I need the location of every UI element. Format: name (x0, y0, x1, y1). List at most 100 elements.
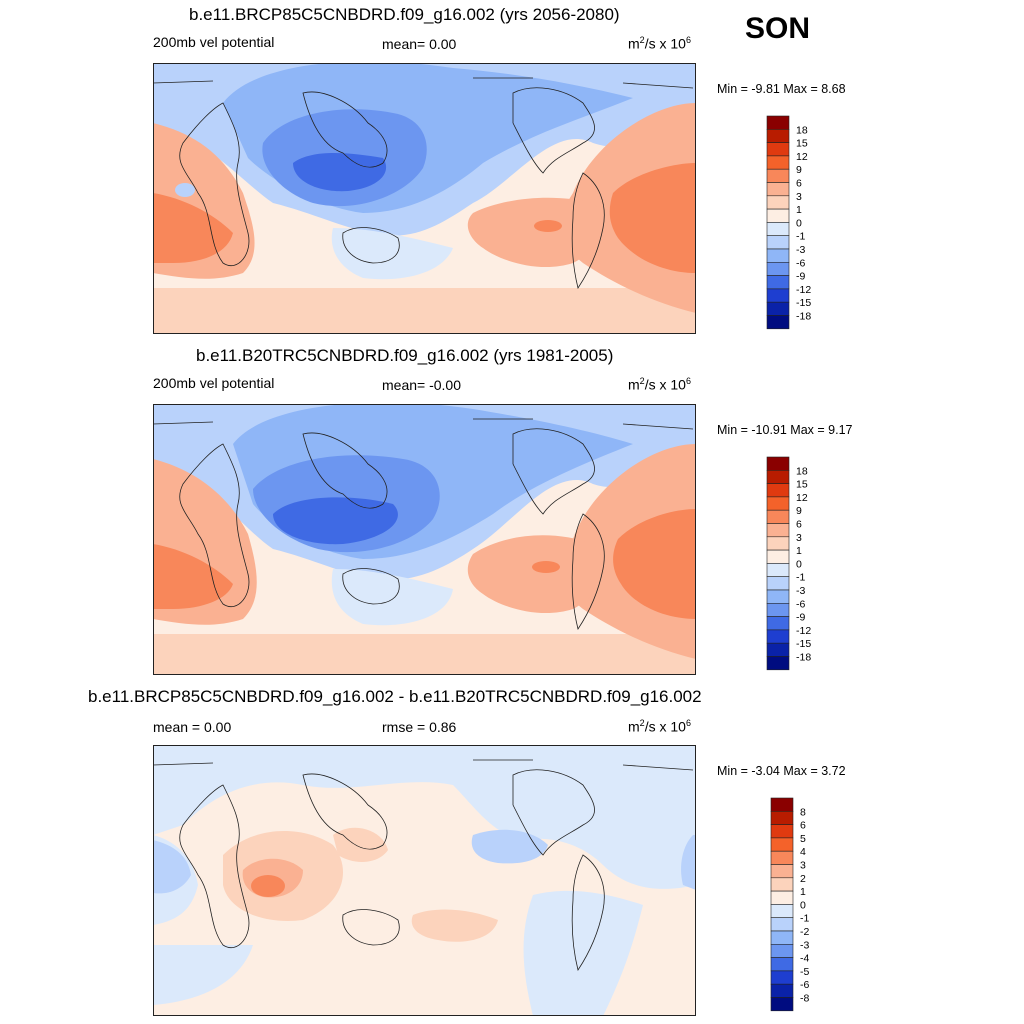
colorbar-swatch (766, 629, 790, 644)
colorbar-swatch (766, 483, 790, 498)
colorbar-tick-label: 3 (796, 532, 802, 544)
colorbar-tick-label: -8 (800, 993, 809, 1005)
panel-1-map (153, 63, 696, 334)
colorbar-swatch (766, 275, 790, 290)
colorbar-tick-label: 9 (796, 505, 802, 517)
colorbar-swatch (766, 115, 790, 130)
colorbar-swatch (770, 904, 794, 919)
colorbar-swatch (770, 850, 794, 865)
colorbar-tick-label: 0 (796, 558, 802, 570)
panel-2-title: b.e11.B20TRC5CNBDRD.f09_g16.002 (yrs 198… (196, 346, 614, 365)
panel-3-rmse-label: rmse = 0.86 (382, 719, 457, 735)
colorbar-tick-label: 15 (796, 138, 808, 150)
colorbar-swatch (766, 642, 790, 657)
colorbar-tick-label: 18 (796, 465, 808, 477)
colorbar-swatch (766, 248, 790, 263)
colorbar-tick-label: 12 (796, 492, 808, 504)
colorbar-swatch (770, 917, 794, 932)
colorbar-tick-label: -6 (796, 257, 805, 269)
colorbar-tick-label: 8 (800, 806, 806, 818)
colorbar-swatch (770, 797, 794, 812)
colorbar-swatch (766, 155, 790, 170)
colorbar-swatch (770, 957, 794, 972)
panel-3-map (153, 745, 696, 1016)
panel-2-map (153, 404, 696, 675)
colorbar-tick-label: 3 (800, 860, 806, 872)
colorbar-tick-label: -9 (796, 612, 805, 624)
colorbar-swatch (766, 656, 790, 671)
colorbar-swatch (766, 536, 790, 551)
colorbar-swatch (770, 864, 794, 879)
colorbar-tick-label: -12 (796, 625, 811, 637)
colorbar-tick-label: 15 (796, 479, 808, 491)
colorbar-tick-label: 1 (800, 886, 806, 898)
colorbar-swatch (766, 235, 790, 250)
panel-2-mean-label: mean= -0.00 (382, 377, 461, 393)
colorbar-tick-label: 6 (800, 820, 806, 832)
colorbar-tick-label: -1 (796, 572, 805, 584)
colorbar-tick-label: -2 (800, 926, 809, 938)
colorbar-swatch (766, 142, 790, 157)
colorbar-tick-label: -3 (796, 244, 805, 256)
colorbar-swatch (766, 208, 790, 223)
colorbar-tick-label: 4 (800, 846, 806, 858)
season-label: SON (745, 12, 811, 45)
colorbar-swatch (766, 129, 790, 143)
colorbar-swatch (766, 262, 790, 276)
panel-3-minmax: Min = -3.04 Max = 3.72 (717, 764, 846, 778)
panel-3-units: m2/s x 106 (628, 718, 691, 735)
colorbar-swatch (766, 509, 790, 524)
colorbar-tick-label: 6 (796, 519, 802, 531)
colorbar-swatch (766, 182, 790, 197)
colorbar-swatch (766, 301, 790, 316)
colorbar-swatch (770, 890, 794, 905)
panel-3-mean-label: mean = 0.00 (153, 719, 232, 735)
colorbar-tick-label: 0 (800, 899, 806, 911)
colorbar-swatch (766, 589, 790, 604)
colorbar-swatch (766, 523, 790, 538)
colorbar-tick-label: -6 (796, 598, 805, 610)
colorbar-swatch (770, 877, 794, 892)
colorbar-swatch (770, 837, 794, 852)
panel-1-mean-label: mean= 0.00 (382, 36, 457, 52)
colorbar-swatch (766, 616, 790, 631)
colorbar-tick-label: 6 (796, 178, 802, 190)
panel-1-minmax: Min = -9.81 Max = 8.68 (717, 82, 846, 96)
colorbar-swatch (770, 930, 794, 945)
colorbar-tick-label: -12 (796, 284, 811, 296)
colorbar-tick-label: -3 (796, 585, 805, 597)
colorbar-swatch (770, 997, 794, 1012)
colorbar-tick-label: 18 (796, 124, 808, 136)
colorbar-swatch (766, 549, 790, 564)
colorbar-tick-label: 1 (796, 204, 802, 216)
colorbar-tick-label: 5 (800, 833, 806, 845)
panel-2-variable-label: 200mb vel potential (153, 375, 275, 391)
colorbar-tick-label: 2 (800, 873, 806, 885)
colorbar-swatch (770, 824, 794, 839)
colorbar-tick-label: -1 (800, 913, 809, 925)
colorbar-tick-label: -18 (796, 652, 811, 664)
colorbar-tick-label: -5 (800, 966, 809, 978)
colorbar-tick-label: -1 (796, 231, 805, 243)
colorbar-swatch (770, 970, 794, 985)
panel-2-units: m2/s x 106 (628, 376, 691, 393)
colorbar-tick-label: -9 (796, 271, 805, 283)
colorbar-tick-label: -4 (800, 953, 809, 965)
colorbar-swatch (766, 496, 790, 511)
colorbar-swatch (766, 603, 790, 617)
panel-3-title: b.e11.BRCP85C5CNBDRD.f09_g16.002 - b.e11… (88, 687, 702, 706)
colorbar-tick-label: 3 (796, 191, 802, 203)
colorbar-swatch (766, 576, 790, 591)
colorbar-tick-label: 9 (796, 164, 802, 176)
colorbar-tick-label: -18 (796, 311, 811, 323)
colorbar-swatch (766, 288, 790, 303)
colorbar-swatch (766, 195, 790, 210)
colorbar-tick-label: 12 (796, 151, 808, 163)
panel-2-minmax: Min = -10.91 Max = 9.17 (717, 423, 853, 437)
colorbar-swatch (766, 563, 790, 578)
colorbar-tick-label: 1 (796, 545, 802, 557)
panel-1-units: m2/s x 106 (628, 35, 691, 52)
panel-1-variable-label: 200mb vel potential (153, 34, 275, 50)
